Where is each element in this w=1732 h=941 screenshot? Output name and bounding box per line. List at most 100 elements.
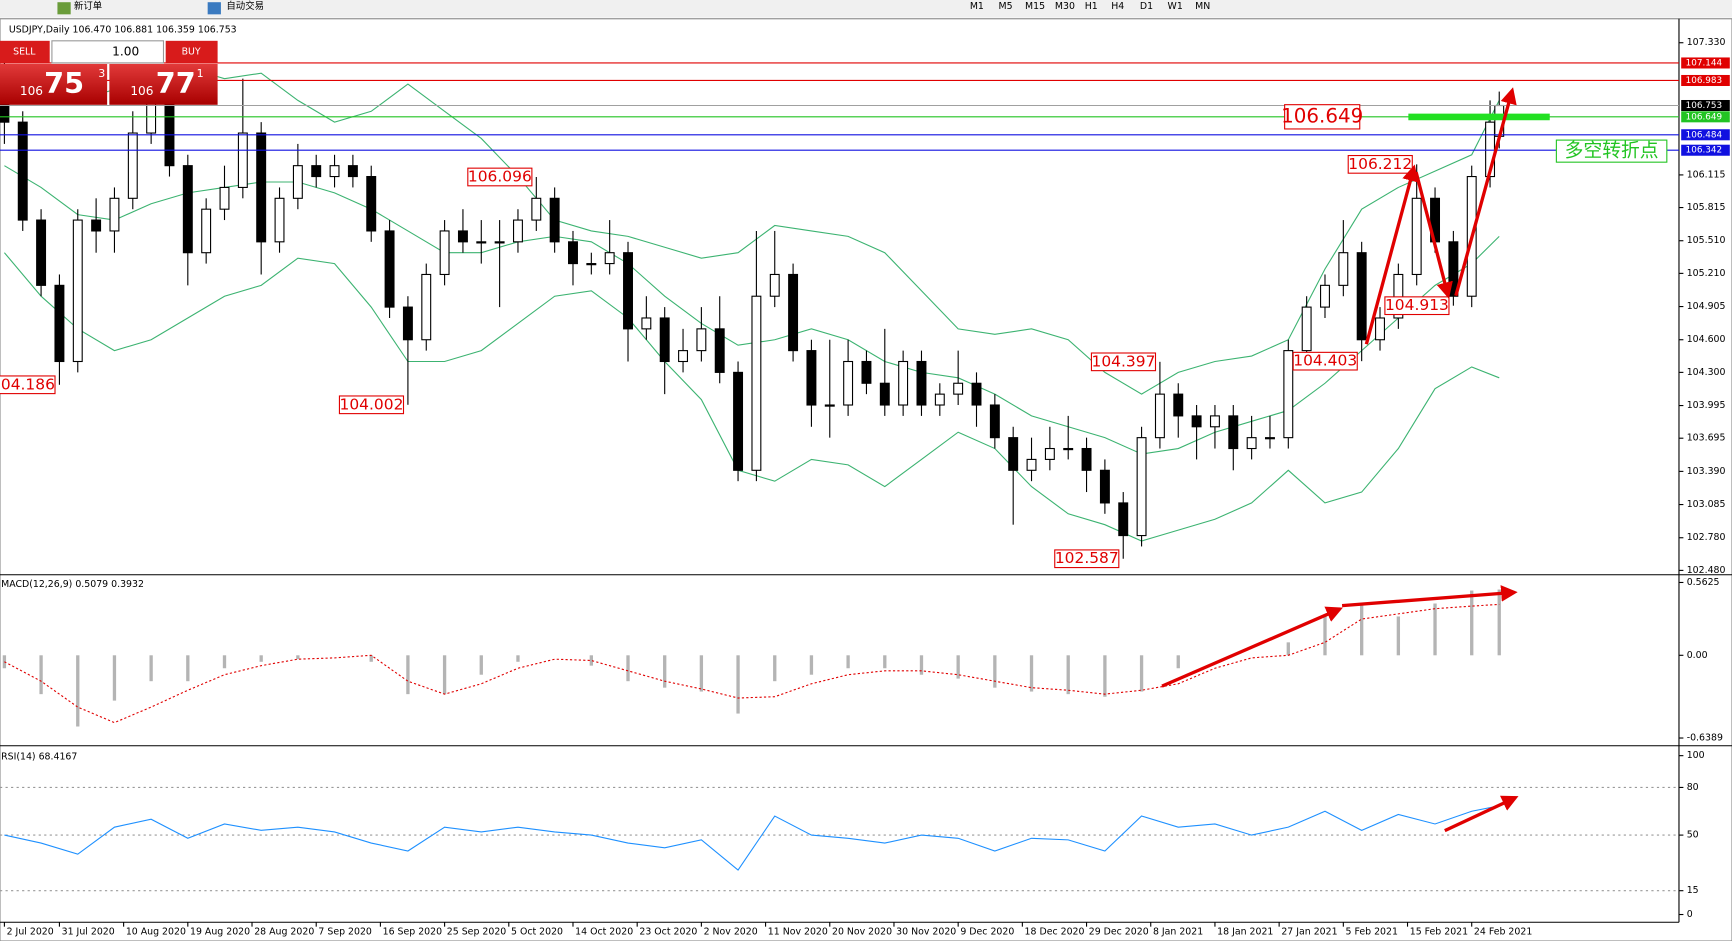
candle-body — [201, 208, 212, 254]
candle-body — [512, 219, 523, 243]
candle-body — [457, 230, 468, 243]
x-tick-label: 25 Sep 2020 — [447, 927, 506, 938]
macd-bar — [1323, 616, 1327, 656]
macd-bar — [846, 655, 850, 669]
price-big: 106 — [20, 84, 43, 98]
x-tick-label: 23 Oct 2020 — [639, 927, 697, 938]
candle-body — [1136, 437, 1147, 537]
sell-price[interactable] — [0, 63, 108, 105]
icon — [207, 2, 221, 15]
price-tag-label: 107.144 — [1686, 58, 1723, 68]
price-tag — [1681, 144, 1730, 156]
timeframe[interactable]: M5 — [999, 1, 1013, 12]
macd-bar — [406, 655, 410, 695]
candle-body — [219, 186, 230, 210]
candle-body — [1338, 252, 1349, 286]
candle-body — [182, 165, 193, 254]
price-tag-label: 106.753 — [1686, 101, 1723, 111]
timeframe[interactable]: H1 — [1085, 1, 1098, 12]
macd-bar — [956, 655, 960, 679]
macd-bar — [186, 655, 190, 682]
candle-body — [164, 99, 175, 167]
price-tag — [1681, 129, 1730, 141]
y-tick-label: 105.510 — [1687, 235, 1726, 246]
candle-body — [91, 219, 102, 232]
x-tick-label: 15 Feb 2021 — [1410, 927, 1468, 938]
timeframe[interactable]: M1 — [970, 1, 984, 12]
candle-body — [402, 306, 413, 341]
y-tick-label: 0.5625 — [1687, 577, 1720, 588]
candle-body — [916, 360, 927, 406]
y-tick-label: 103.085 — [1687, 499, 1726, 510]
timeframe[interactable]: MN — [1195, 1, 1210, 12]
macd-bar — [259, 655, 263, 662]
x-tick-label: 28 Aug 2020 — [254, 927, 314, 938]
annotation-box — [1090, 352, 1157, 372]
timeframe[interactable]: W1 — [1168, 1, 1183, 12]
macd-bar — [1470, 590, 1474, 656]
indicator-title: RSI(14) 68.4167 — [1, 751, 77, 762]
annotation: 104.913 — [1385, 296, 1449, 314]
timeframe[interactable]: M30 — [1055, 1, 1075, 12]
sell-button[interactable] — [0, 40, 50, 63]
x-tick-label: 18 Dec 2020 — [1025, 927, 1085, 938]
price-tag — [1681, 99, 1730, 112]
macd-bar — [222, 655, 227, 669]
macd-bar — [1176, 655, 1180, 669]
lot-field[interactable] — [51, 40, 165, 64]
buy-button[interactable] — [165, 40, 218, 63]
annotation-box — [1054, 549, 1120, 569]
candle-body — [733, 371, 744, 471]
annotation-box — [467, 167, 533, 187]
candle-body — [586, 263, 597, 266]
x-tick-label: 5 Oct 2020 — [511, 927, 563, 938]
timeframe[interactable]: M15 — [1025, 1, 1045, 12]
x-tick-label: 24 Feb 2021 — [1474, 927, 1532, 938]
y-tick-label: 103.995 — [1687, 400, 1726, 411]
annotation: 106.096 — [468, 167, 532, 185]
candle-body — [439, 230, 450, 276]
y-tick-label: 102.480 — [1687, 565, 1726, 576]
candle-body — [1228, 415, 1239, 450]
price-pips: 77 — [156, 66, 196, 100]
price-tag — [1681, 57, 1730, 69]
lot[interactable]: 1.00 — [112, 44, 139, 58]
candle-body — [17, 121, 28, 221]
macd-bar — [1103, 655, 1107, 697]
y-tick-label: 104.905 — [1687, 301, 1726, 312]
candle-body — [714, 328, 725, 373]
y-tick-label: 105.210 — [1687, 268, 1726, 279]
indicator-title: MACD(12,26,9) 0.5079 0.3932 — [1, 579, 144, 590]
macd-bar — [773, 655, 777, 682]
chart-title: USDJPY,Daily 106.470 106.881 106.359 106… — [9, 24, 237, 35]
candle-body — [384, 230, 395, 308]
buy-label[interactable]: BUY — [182, 46, 201, 57]
macd-bar — [1066, 655, 1070, 695]
y-tick-label: 102.780 — [1687, 532, 1726, 543]
candle-body — [54, 284, 65, 363]
sell-label[interactable]: SELL — [13, 46, 36, 57]
x-tick-label: 29 Dec 2020 — [1089, 927, 1149, 938]
candle-body — [1081, 447, 1092, 471]
price-tag-label: 106.983 — [1686, 76, 1723, 86]
candle-body — [879, 382, 890, 406]
y-tick-label: 15 — [1687, 885, 1699, 896]
candle-body — [1044, 447, 1055, 460]
x-tick-label: 14 Oct 2020 — [575, 927, 633, 938]
macd-bar — [1286, 642, 1290, 656]
timeframe[interactable]: H4 — [1111, 1, 1124, 12]
annotation: 106.212 — [1348, 155, 1412, 173]
toolbar-button[interactable]: 新订单 — [74, 0, 102, 12]
level-bar — [1408, 113, 1550, 121]
x-tick-label: 20 Nov 2020 — [832, 927, 892, 938]
timeframe[interactable]: D1 — [1140, 1, 1153, 12]
buy-price[interactable] — [109, 63, 218, 105]
candle-body — [1375, 317, 1385, 341]
candle-body — [769, 273, 780, 297]
candle-body — [678, 350, 689, 363]
y-tick-label: 80 — [1687, 782, 1699, 793]
toolbar-button[interactable]: 自动交易 — [226, 0, 264, 12]
candle-body — [1008, 437, 1019, 471]
candle-body — [1246, 437, 1257, 450]
macd-bar — [1433, 603, 1437, 656]
